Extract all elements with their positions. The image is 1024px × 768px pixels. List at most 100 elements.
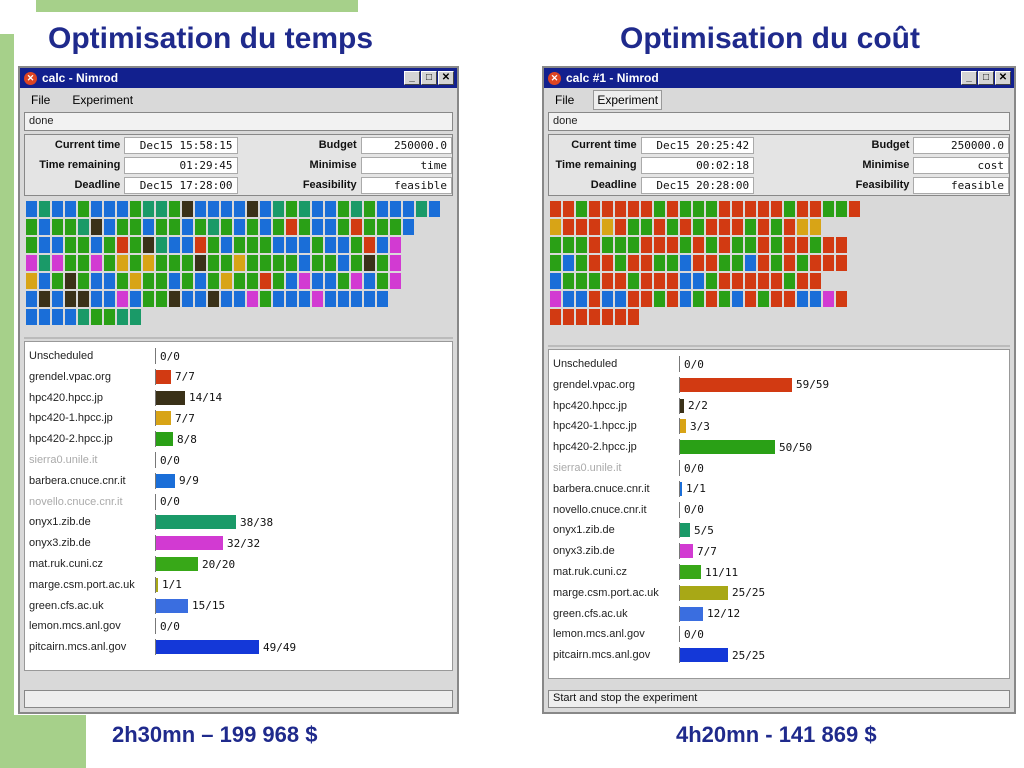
job-cell — [169, 255, 180, 271]
job-cell — [628, 291, 639, 307]
resource-bar-track: 7/7 — [155, 368, 452, 385]
resource-row[interactable]: Unscheduled 0/0 — [549, 354, 1009, 374]
resource-row[interactable]: novello.cnuce.cnr.it 0/0 — [549, 500, 1009, 520]
resource-row[interactable]: lemon.mcs.anl.gov 0/0 — [549, 624, 1009, 644]
minimize-button[interactable]: _ — [404, 71, 420, 85]
job-cell — [550, 255, 561, 271]
menu-file[interactable]: File — [31, 93, 51, 107]
job-cell — [615, 255, 626, 271]
resource-row[interactable]: pitcairn.mcs.anl.gov 49/49 — [25, 637, 452, 657]
resource-row[interactable]: hpc420-1.hpcc.jp 3/3 — [549, 416, 1009, 436]
resource-row[interactable]: marge.csm.port.ac.uk 1/1 — [25, 575, 452, 595]
window-titlebar[interactable]: ✕ calc - Nimrod _ □ ✕ — [20, 68, 457, 88]
job-cell — [143, 201, 154, 217]
job-cell — [299, 291, 310, 307]
job-cell — [312, 201, 323, 217]
job-cell — [563, 309, 574, 325]
resource-row[interactable]: onyx1.zib.de 38/38 — [25, 512, 452, 532]
job-cell — [654, 237, 665, 253]
job-cell — [615, 309, 626, 325]
resource-row[interactable]: lemon.mcs.anl.gov 0/0 — [25, 616, 452, 636]
job-cell — [26, 255, 37, 271]
job-cell — [78, 237, 89, 253]
job-cell — [247, 219, 258, 235]
menu-file[interactable]: File — [555, 93, 575, 107]
job-cell — [117, 255, 128, 271]
job-cell — [784, 273, 795, 289]
window-titlebar[interactable]: ✕ calc #1 - Nimrod _ □ ✕ — [544, 68, 1014, 88]
time-remaining-label: Time remaining — [555, 159, 637, 171]
resource-bar — [156, 432, 173, 447]
resource-row[interactable]: grendel.vpac.org 59/59 — [549, 375, 1009, 395]
job-cell — [104, 273, 115, 289]
job-cell — [156, 237, 167, 253]
resource-row[interactable]: onyx3.zib.de 32/32 — [25, 533, 452, 553]
job-cell — [169, 237, 180, 253]
deadline-value: Dec15 20:28:00 — [640, 176, 755, 194]
job-cell — [143, 291, 154, 307]
resource-row[interactable]: onyx1.zib.de 5/5 — [549, 520, 1009, 540]
resource-row[interactable]: mat.ruk.cuni.cz 11/11 — [549, 562, 1009, 582]
close-button[interactable]: ✕ — [438, 71, 454, 85]
menu-experiment[interactable]: Experiment — [593, 90, 663, 110]
resource-row[interactable]: hpc420.hpcc.jp 14/14 — [25, 388, 452, 408]
job-cell — [589, 309, 600, 325]
resource-row[interactable]: hpc420-1.hpcc.jp 7/7 — [25, 408, 452, 428]
resource-row[interactable]: mat.ruk.cuni.cz 20/20 — [25, 554, 452, 574]
resource-row[interactable]: sierra0.unile.it 0/0 — [549, 458, 1009, 478]
job-cell — [117, 291, 128, 307]
resource-host: grendel.vpac.org — [29, 370, 111, 383]
job-cell — [208, 273, 219, 289]
resource-row[interactable]: pitcairn.mcs.anl.gov 25/25 — [549, 645, 1009, 665]
job-cell — [719, 273, 730, 289]
resource-count: 38/38 — [240, 515, 274, 529]
resource-row[interactable]: sierra0.unile.it 0/0 — [25, 450, 452, 470]
resource-bar — [680, 419, 686, 434]
job-cell — [273, 219, 284, 235]
close-button[interactable]: ✕ — [995, 71, 1011, 85]
job-cell — [589, 255, 600, 271]
resource-row[interactable]: hpc420-2.hpcc.jp 50/50 — [549, 437, 1009, 457]
job-cell — [810, 255, 821, 271]
resource-bar-track: 50/50 — [679, 439, 1009, 456]
job-cell — [117, 309, 128, 325]
job-cell — [117, 273, 128, 289]
job-cell — [26, 219, 37, 235]
resource-row[interactable]: onyx3.zib.de 7/7 — [549, 541, 1009, 561]
job-cell — [130, 255, 141, 271]
job-cell — [680, 273, 691, 289]
right-slide-title: Optimisation du coût — [620, 22, 920, 55]
job-cell — [299, 219, 310, 235]
resource-row[interactable]: barbera.cnuce.cnr.it 9/9 — [25, 471, 452, 491]
resource-row[interactable]: marge.csm.port.ac.uk 25/25 — [549, 583, 1009, 603]
resource-row[interactable]: green.cfs.ac.uk 15/15 — [25, 596, 452, 616]
resource-row[interactable]: novello.cnuce.cnr.it 0/0 — [25, 492, 452, 512]
decorative-band-top — [36, 0, 358, 12]
job-cell — [156, 201, 167, 217]
resource-row[interactable]: barbera.cnuce.cnr.it 1/1 — [549, 479, 1009, 499]
job-cell — [602, 309, 613, 325]
job-cell — [641, 273, 652, 289]
resource-row[interactable]: grendel.vpac.org 7/7 — [25, 367, 452, 387]
job-cell — [550, 309, 561, 325]
resource-row[interactable]: green.cfs.ac.uk 12/12 — [549, 604, 1009, 624]
job-cell — [52, 273, 63, 289]
job-cell — [91, 309, 102, 325]
menu-experiment[interactable]: Experiment — [72, 93, 134, 107]
job-cell — [602, 273, 613, 289]
resource-host: hpc420.hpcc.jp — [29, 391, 103, 404]
maximize-button[interactable]: □ — [421, 71, 437, 85]
job-cell — [771, 273, 782, 289]
job-cell — [771, 201, 782, 217]
maximize-button[interactable]: □ — [978, 71, 994, 85]
job-cell — [39, 273, 50, 289]
job-cell — [247, 273, 258, 289]
resource-row[interactable]: hpc420.hpcc.jp 2/2 — [549, 396, 1009, 416]
resource-list: Unscheduled 0/0 grendel.vpac.org 7/7 hpc420.… — [24, 341, 453, 671]
resource-row[interactable]: hpc420-2.hpcc.jp 8/8 — [25, 429, 452, 449]
resource-count: 1/1 — [686, 482, 706, 496]
current-time-label: Current time — [54, 139, 121, 151]
minimize-button[interactable]: _ — [961, 71, 977, 85]
resource-row[interactable]: Unscheduled 0/0 — [25, 346, 452, 366]
job-cell — [143, 255, 154, 271]
